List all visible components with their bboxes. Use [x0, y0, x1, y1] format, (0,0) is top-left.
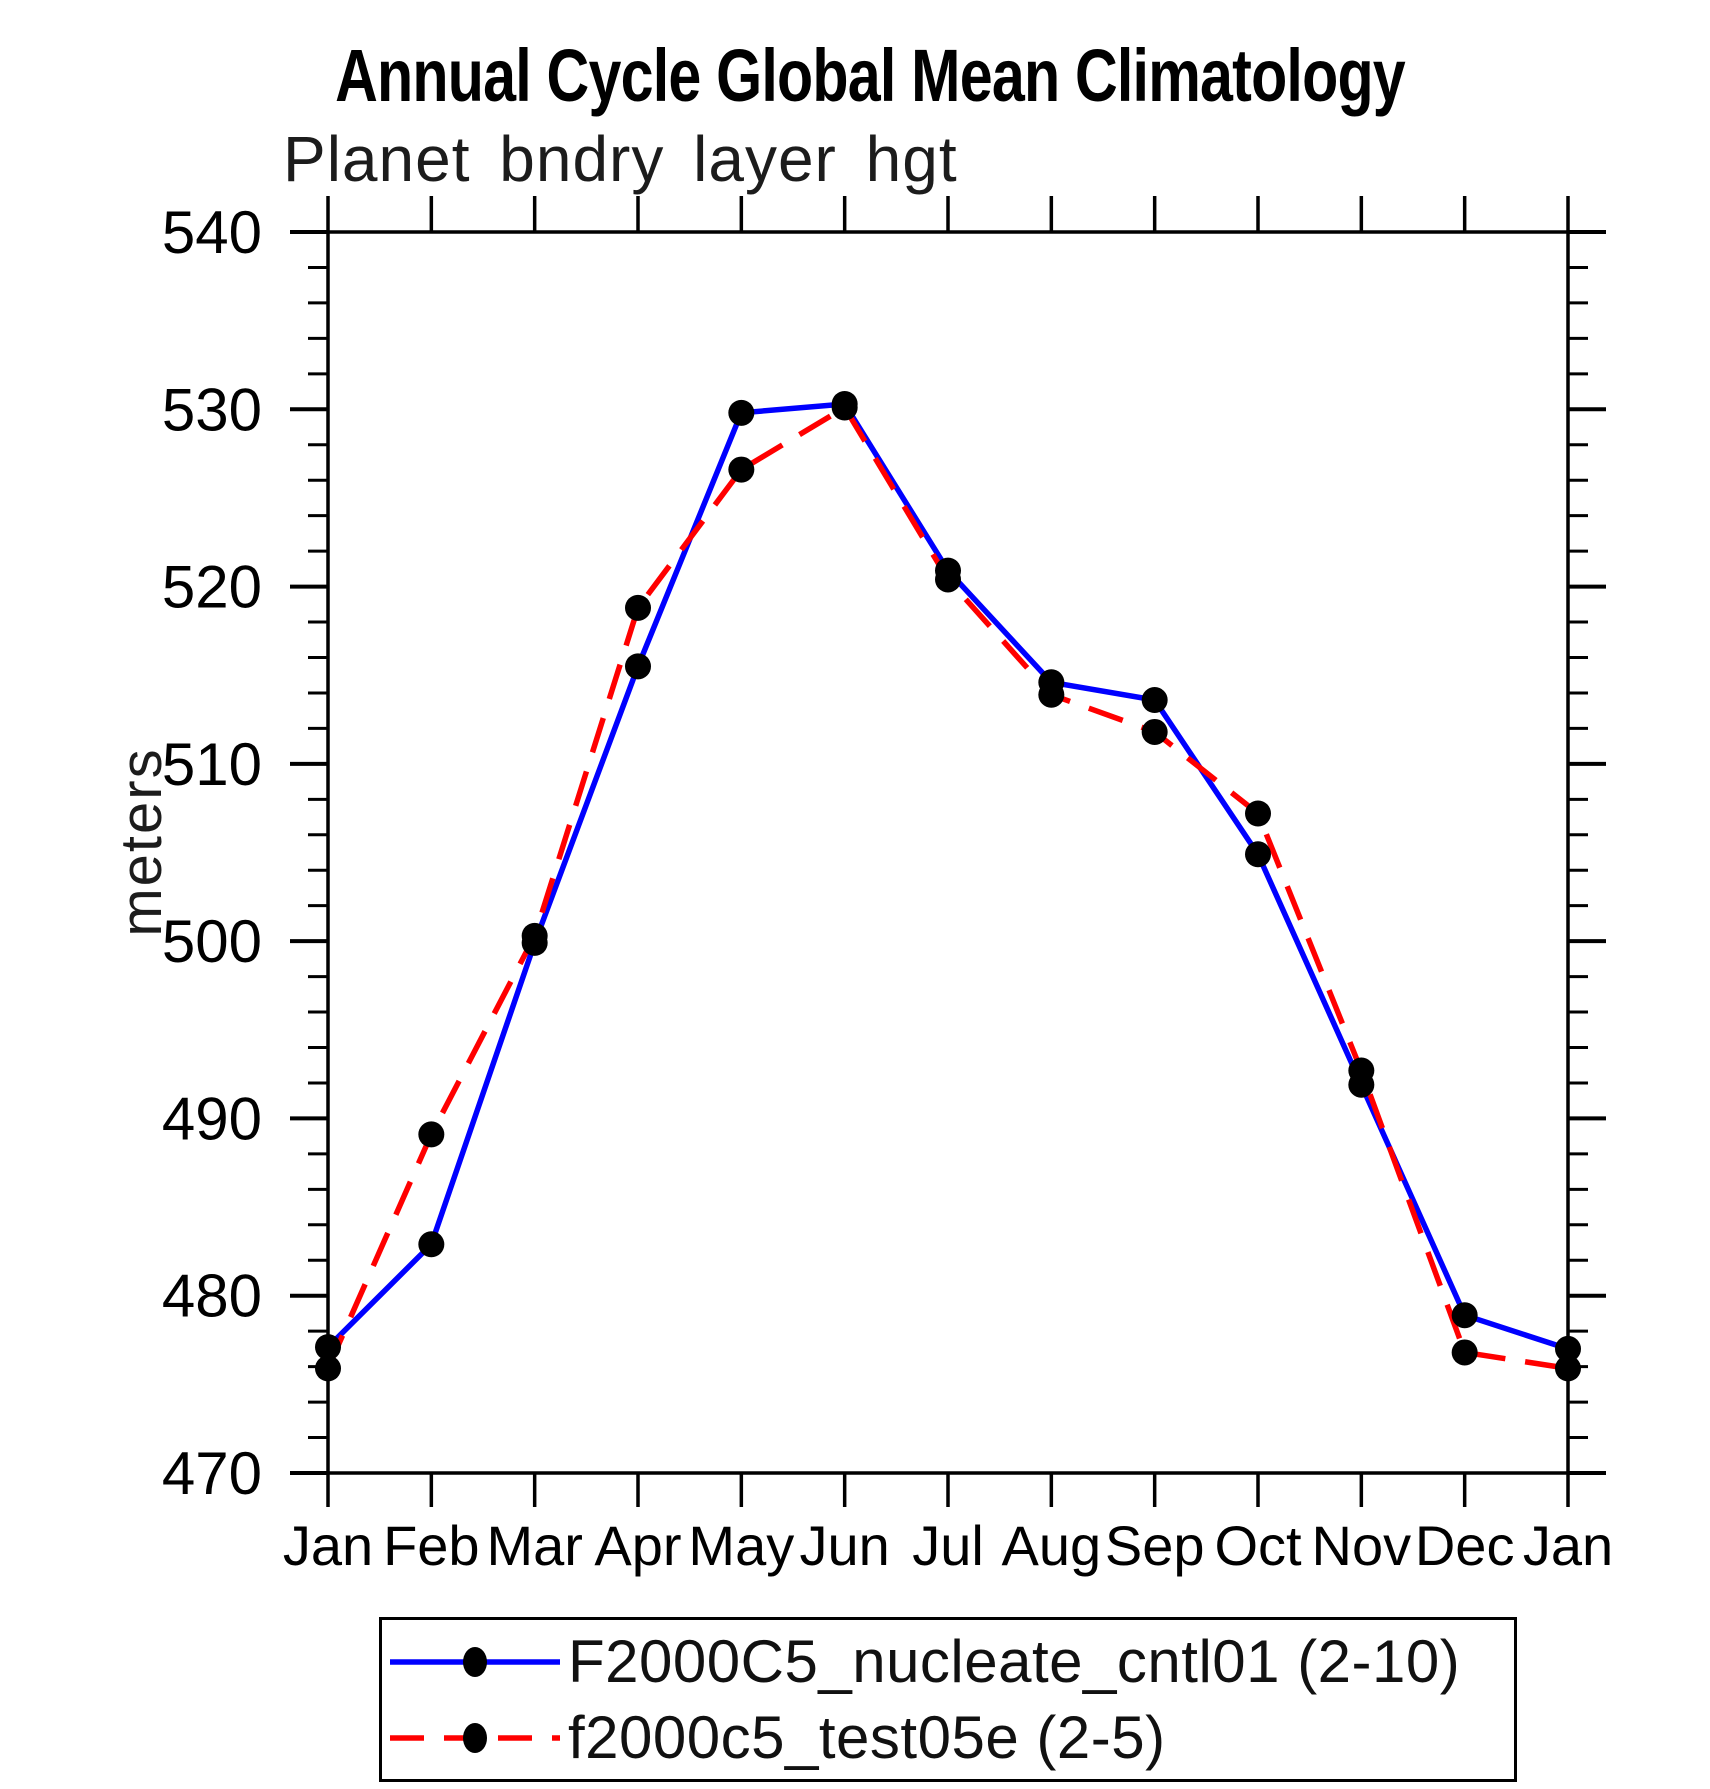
x-axis-tick-label: Dec: [1415, 1514, 1515, 1577]
data-point-marker: [728, 456, 755, 483]
data-point-marker: [1348, 1057, 1375, 1084]
x-axis-tick-label: Oct: [1214, 1514, 1302, 1577]
data-point-marker: [521, 922, 548, 949]
x-axis-tick-label: Jan: [1523, 1514, 1613, 1577]
legend-label-test: f2000c5_test05e (2-5): [568, 1703, 1166, 1771]
x-axis-tick-label: Mar: [486, 1514, 582, 1577]
y-axis-tick-label: 520: [162, 554, 262, 621]
x-axis-tick-label: May: [688, 1514, 794, 1577]
chart-subtitle: Planet bndry layer hgt: [283, 123, 958, 195]
legend-sample-solid-line: [390, 1646, 560, 1677]
x-axis-tick-label: Apr: [594, 1514, 681, 1577]
y-axis-tick-label: 530: [162, 376, 262, 443]
data-point-marker: [1555, 1335, 1581, 1362]
x-axis-tick-label: Jan: [283, 1514, 373, 1577]
x-axis-tick-label: Feb: [383, 1514, 480, 1577]
series-line-1: [325, 403, 1569, 1372]
x-axis-tick-label: Sep: [1105, 1514, 1205, 1577]
y-axis-tick-label: 470: [162, 1440, 262, 1507]
y-axis-tick-label: 510: [162, 731, 262, 798]
x-axis-tick-label: Aug: [1002, 1514, 1102, 1577]
legend-box: F2000C5_nucleate_cntl01 (2-10) f2000c5_t…: [379, 1617, 1517, 1782]
data-point-marker: [315, 1334, 341, 1361]
plot-frame: [326, 230, 1570, 1475]
legend-sample-dashed-line: [390, 1722, 560, 1753]
data-point-marker: [1038, 681, 1065, 708]
data-point-marker: [1451, 1302, 1478, 1329]
y-axis-tick-label: 480: [162, 1263, 262, 1330]
data-point-marker: [625, 653, 651, 680]
data-point-marker: [315, 1355, 341, 1382]
data-point-marker: [935, 566, 961, 593]
data-point-marker: [728, 399, 755, 426]
x-axis-tick-label: Jun: [800, 1514, 890, 1577]
data-point-marker: [1141, 687, 1168, 714]
data-point-marker: [1555, 1355, 1581, 1382]
y-axis-tick-label: 540: [162, 199, 262, 266]
data-point-marker: [1245, 800, 1271, 827]
chart-title: Annual Cycle Global Mean Climatology: [335, 34, 1406, 117]
data-point-marker: [1141, 718, 1168, 745]
y-axis-tick-label: 490: [162, 1085, 262, 1152]
data-point-marker: [418, 1231, 445, 1258]
x-axis-tick-label: Jul: [912, 1514, 984, 1577]
series-line-0: [326, 401, 1569, 1352]
legend-label-control: F2000C5_nucleate_cntl01 (2-10): [568, 1627, 1461, 1695]
data-point-marker: [1245, 841, 1271, 868]
data-point-marker: [831, 394, 858, 421]
data-point-marker: [418, 1121, 445, 1148]
x-axis-tick-label: Nov: [1312, 1514, 1412, 1577]
legend-entry-test: f2000c5_test05e (2-5): [382, 1705, 1514, 1771]
legend-entry-control: F2000C5_nucleate_cntl01 (2-10): [382, 1629, 1514, 1695]
data-point-marker: [1451, 1339, 1478, 1366]
data-point-marker: [625, 594, 651, 621]
y-axis-tick-label: 500: [162, 908, 262, 975]
